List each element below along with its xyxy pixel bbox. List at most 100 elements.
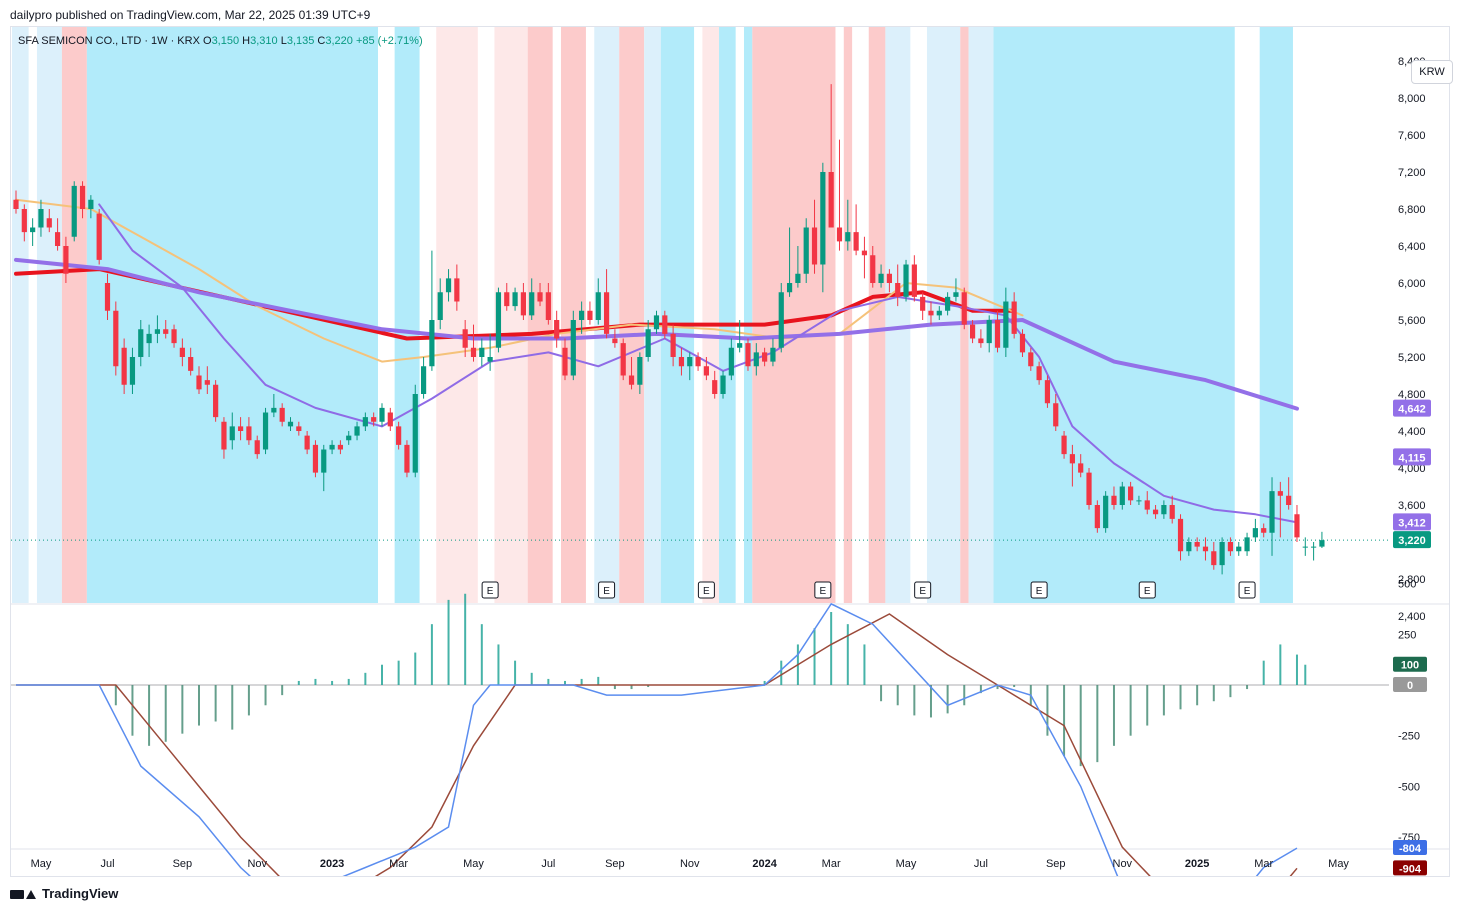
earnings-marker: E bbox=[914, 581, 932, 599]
candle bbox=[520, 283, 526, 320]
price-axis-label: 4,115 bbox=[1393, 448, 1431, 466]
candle-body bbox=[38, 209, 44, 228]
candle bbox=[687, 352, 693, 381]
earnings-label: E bbox=[820, 586, 827, 597]
candle bbox=[762, 347, 768, 367]
candle-body bbox=[387, 412, 393, 427]
candle-body bbox=[1128, 486, 1134, 501]
candle bbox=[1286, 477, 1292, 510]
price-axis-label: 3,220 bbox=[1393, 531, 1431, 549]
candle-body bbox=[470, 347, 477, 357]
candle-body bbox=[620, 343, 626, 376]
candle bbox=[204, 366, 210, 394]
candle-body bbox=[1152, 509, 1159, 515]
close-label: C bbox=[317, 35, 326, 47]
candle bbox=[620, 338, 626, 381]
candle bbox=[554, 310, 560, 348]
candle bbox=[429, 250, 435, 371]
candle bbox=[362, 412, 368, 431]
candle-body bbox=[412, 394, 418, 473]
macd-value-label: 0 bbox=[1393, 677, 1427, 692]
earnings-marker: E bbox=[1030, 581, 1048, 599]
candle-body bbox=[346, 435, 352, 441]
candle bbox=[994, 310, 1001, 353]
earnings-label: E bbox=[1036, 586, 1043, 597]
macd-label-box bbox=[1393, 840, 1427, 856]
candle bbox=[1078, 454, 1084, 478]
candle bbox=[287, 417, 294, 431]
candle bbox=[587, 301, 593, 325]
candle bbox=[911, 255, 917, 302]
candle bbox=[146, 324, 152, 357]
candle-body bbox=[1169, 505, 1175, 519]
candle-body bbox=[653, 315, 660, 330]
time-tick-label: Jul bbox=[974, 858, 988, 870]
candle bbox=[653, 310, 660, 334]
candle bbox=[54, 218, 61, 251]
price-tick-label: 5,600 bbox=[1398, 315, 1426, 327]
candle bbox=[579, 301, 585, 334]
candle-body bbox=[138, 329, 144, 357]
candle bbox=[820, 162, 826, 293]
candle bbox=[512, 287, 518, 311]
candle bbox=[703, 357, 709, 381]
close-value: 3,220 bbox=[325, 35, 353, 47]
candle-body bbox=[237, 426, 244, 431]
background-band bbox=[12, 27, 29, 603]
candle bbox=[88, 195, 94, 219]
background-band bbox=[868, 27, 886, 603]
candle bbox=[312, 440, 319, 478]
candle bbox=[412, 384, 418, 478]
candle bbox=[1294, 505, 1300, 542]
macd-value-label: -804 bbox=[1393, 840, 1427, 856]
candle-body bbox=[304, 435, 310, 450]
time-tick-label: Sep bbox=[173, 858, 193, 870]
candle-body bbox=[88, 199, 94, 209]
background-band bbox=[885, 27, 911, 603]
candle bbox=[878, 264, 884, 288]
candle bbox=[63, 236, 69, 283]
price-tick-label: 6,400 bbox=[1398, 241, 1426, 253]
candle-body bbox=[46, 218, 52, 228]
candle-body bbox=[886, 273, 892, 283]
candle bbox=[188, 347, 194, 376]
candle bbox=[1094, 500, 1100, 533]
candle bbox=[1061, 431, 1067, 459]
candle bbox=[1103, 491, 1109, 533]
candle bbox=[978, 329, 984, 348]
candle-body bbox=[828, 172, 834, 228]
candle bbox=[246, 417, 252, 445]
price-tick-label: 4,800 bbox=[1398, 389, 1426, 401]
candle bbox=[678, 347, 685, 376]
candle-body bbox=[529, 292, 535, 316]
chart-canvas[interactable]: 8,4008,0007,6007,2006,8006,4006,0005,600… bbox=[11, 27, 1449, 876]
candle bbox=[1036, 361, 1042, 385]
tradingview-logo[interactable]: TradingView bbox=[10, 886, 118, 901]
candle bbox=[811, 199, 818, 274]
candle-body bbox=[271, 407, 277, 413]
price-tick-label: 7,200 bbox=[1398, 167, 1426, 179]
macd-label-text: -804 bbox=[1399, 843, 1422, 855]
candle-body bbox=[1044, 380, 1051, 404]
candle-body bbox=[1111, 495, 1117, 505]
candle bbox=[121, 338, 127, 394]
candle bbox=[71, 181, 77, 242]
candle-body bbox=[845, 232, 851, 242]
candle-body bbox=[895, 283, 901, 297]
candle bbox=[1111, 486, 1117, 510]
currency-button[interactable]: KRW bbox=[1411, 60, 1453, 84]
candle-body bbox=[903, 264, 909, 297]
tv-logo-icon bbox=[10, 890, 24, 899]
candle-body bbox=[495, 292, 502, 348]
earnings-box bbox=[1138, 581, 1156, 599]
candle-body bbox=[21, 209, 27, 233]
price-tick-label: 8,000 bbox=[1398, 93, 1426, 105]
candle bbox=[79, 181, 86, 219]
candle-body bbox=[770, 347, 776, 362]
earnings-marker: E bbox=[481, 581, 499, 599]
candle-body bbox=[911, 264, 917, 297]
open-label: O bbox=[203, 35, 212, 47]
macd-line bbox=[16, 602, 1298, 876]
candle bbox=[404, 440, 410, 478]
candle-body bbox=[587, 310, 593, 320]
